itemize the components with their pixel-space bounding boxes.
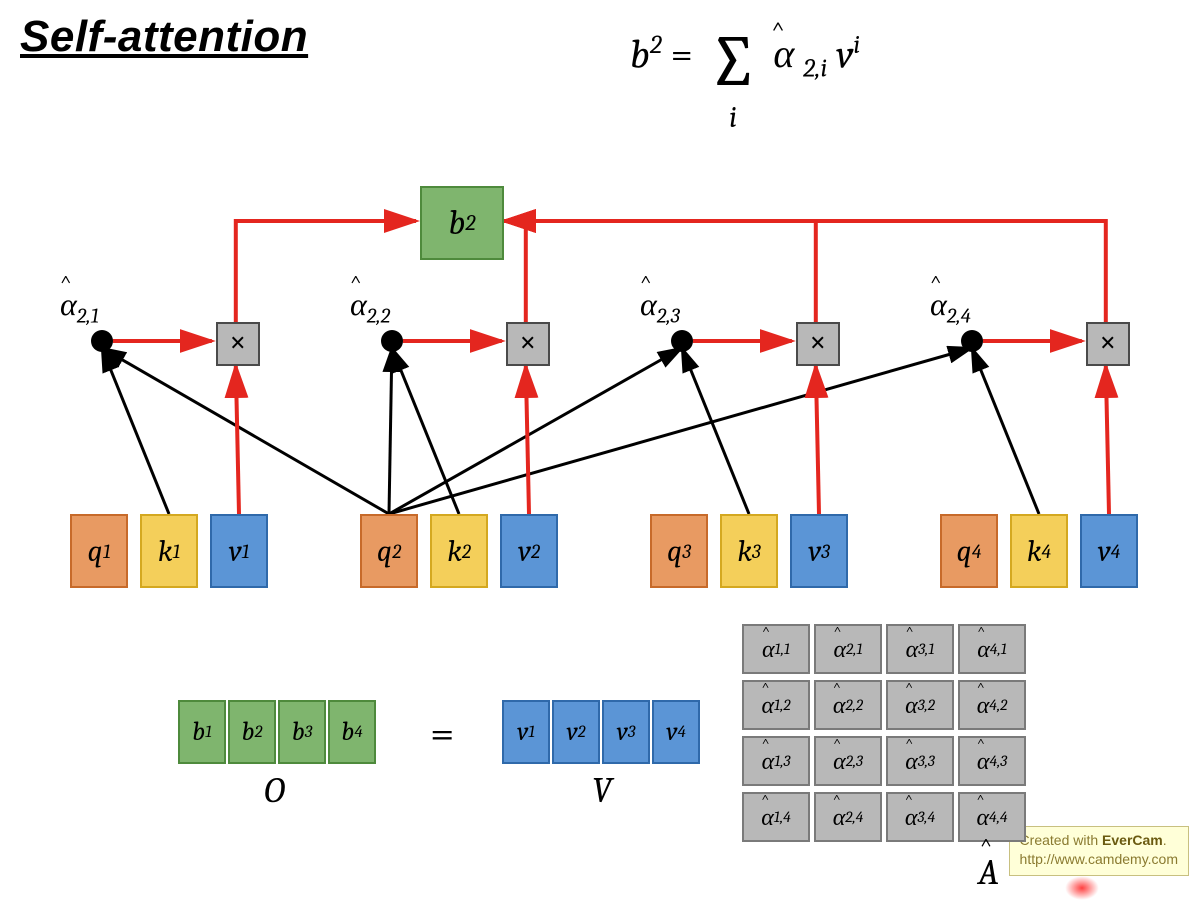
k4-box: k4: [1010, 514, 1068, 588]
equals-sign: =: [430, 708, 454, 759]
O-label: O: [264, 770, 285, 811]
O-b3: b3: [278, 700, 326, 764]
Ahat-3-1: α^3,1: [886, 624, 954, 674]
Ahat-label: A^: [978, 852, 999, 893]
Ahat-2-3: α^2,3: [814, 736, 882, 786]
k1-box: k1: [140, 514, 198, 588]
k3-box: k3: [720, 514, 778, 588]
alpha-label-2: α^2,2: [350, 286, 390, 328]
V-v4: v4: [652, 700, 700, 764]
V-v1: v1: [502, 700, 550, 764]
V-v3: v3: [602, 700, 650, 764]
V-v2: v2: [552, 700, 600, 764]
Ahat-3-3: α^3,3: [886, 736, 954, 786]
q2-box: q2: [360, 514, 418, 588]
q1-box: q1: [70, 514, 128, 588]
v3-box: v3: [790, 514, 848, 588]
Ahat-1-3: α^1,3: [742, 736, 810, 786]
Ahat-4-2: α^4,2: [958, 680, 1026, 730]
Ahat-1-4: α^1,4: [742, 792, 810, 842]
Ahat-2-4: α^2,4: [814, 792, 882, 842]
alpha-dot-3: [671, 330, 693, 352]
v1-box: v1: [210, 514, 268, 588]
q3-box: q3: [650, 514, 708, 588]
alpha-dot-1: [91, 330, 113, 352]
O-b1: b1: [178, 700, 226, 764]
mult-4: ×: [1086, 322, 1130, 366]
Ahat-4-1: α^4,1: [958, 624, 1026, 674]
q4-box: q4: [940, 514, 998, 588]
mult-2: ×: [506, 322, 550, 366]
Ahat-2-2: α^2,2: [814, 680, 882, 730]
Ahat-2-1: α^2,1: [814, 624, 882, 674]
v2-box: v2: [500, 514, 558, 588]
mult-1: ×: [216, 322, 260, 366]
Ahat-4-4: α^4,4: [958, 792, 1026, 842]
Ahat-1-1: α^1,1: [742, 624, 810, 674]
O-b2: b2: [228, 700, 276, 764]
k2-box: k2: [430, 514, 488, 588]
V-label: V: [592, 770, 612, 811]
evercam-watermark: Created with EverCam. http://www.camdemy…: [1009, 826, 1189, 876]
Ahat-3-4: α^3,4: [886, 792, 954, 842]
O-b4: b4: [328, 700, 376, 764]
cursor-glow: [1065, 876, 1099, 900]
v4-box: v4: [1080, 514, 1138, 588]
output-b2-box: b2: [420, 186, 504, 260]
alpha-label-4: α^2,4: [930, 286, 971, 328]
alpha-label-3: α^2,3: [640, 286, 680, 328]
Ahat-3-2: α^3,2: [886, 680, 954, 730]
alpha-dot-4: [961, 330, 983, 352]
Ahat-4-3: α^4,3: [958, 736, 1026, 786]
mult-3: ×: [796, 322, 840, 366]
Ahat-1-2: α^1,2: [742, 680, 810, 730]
alpha-dot-2: [381, 330, 403, 352]
alpha-label-1: α^2,1: [60, 286, 99, 328]
